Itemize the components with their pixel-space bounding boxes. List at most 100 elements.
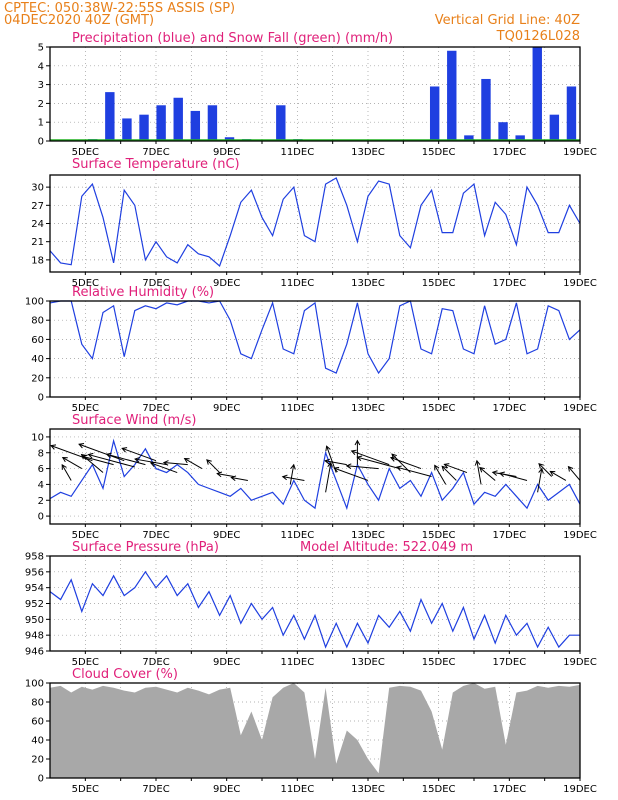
y-tick-label: 24 (31, 219, 44, 230)
wind-arrowhead (327, 461, 333, 468)
wind-arrowhead (441, 465, 448, 472)
wind-vector (206, 459, 220, 473)
x-tick-label: 7DEC (142, 147, 169, 158)
panel-0: Precipitation (blue) and Snow Fall (gree… (38, 31, 597, 158)
wind-vector (537, 468, 543, 493)
y-tick-label: 80 (31, 316, 44, 327)
wind-vector (479, 467, 496, 481)
precip-bar (156, 105, 166, 141)
wind-arrowhead (81, 454, 88, 461)
panel-frame (49, 300, 581, 398)
wind-arrowhead (389, 456, 396, 462)
y-tick-label: 100 (25, 297, 44, 308)
x-tick-label: 5DEC (72, 403, 99, 414)
x-tick-label: 5DEC (72, 657, 99, 668)
wind-arrowhead (206, 459, 212, 465)
precip-bar (532, 47, 542, 141)
wind-vector (150, 462, 178, 474)
wind-vector (334, 467, 369, 481)
y-tick-label: 2 (38, 496, 44, 507)
x-tick-label: 19DEC (563, 403, 597, 414)
x-tick-label: 7DEC (142, 657, 169, 668)
y-tick-label: 5 (38, 43, 44, 54)
panel-frame (49, 682, 581, 779)
panel-5: Cloud Cover (%) 0 20 40 60 80 100 5DEC 7DEC 9DEC 1… (25, 667, 597, 795)
x-tick-label: 17DEC (492, 147, 526, 158)
x-tick-label: 19DEC (563, 278, 597, 289)
y-tick-label: 60 (31, 717, 44, 728)
x-tick-label: 9DEC (213, 278, 240, 289)
wind-vector (550, 471, 567, 481)
wind-arrowhead (538, 467, 544, 474)
panel-2: Relative Humidity (%) 0 20 40 60 80 100 5DEC 7DE… (25, 285, 597, 414)
y-tick-label: 4 (38, 61, 44, 72)
wind-arrowhead (121, 447, 128, 453)
x-tick-label: 15DEC (422, 530, 456, 541)
x-tick-label: 13DEC (351, 530, 385, 541)
wind-vector (396, 466, 432, 477)
y-tick-label: 954 (25, 583, 44, 594)
x-tick-label: 7DEC (142, 278, 169, 289)
panel-4: Surface Pressure (hPa) Model Altitude: 52… (25, 540, 597, 668)
x-tick-label: 13DEC (351, 278, 385, 289)
y-tick-label: 20 (31, 373, 44, 384)
wind-vector (122, 447, 157, 462)
wind-vector (289, 464, 295, 485)
wind-vector (434, 465, 447, 485)
x-tick-label: 7DEC (142, 403, 169, 414)
wind-arrowhead (333, 466, 340, 473)
x-tick-label: 9DEC (213, 403, 240, 414)
wind-vector (217, 473, 234, 477)
wind-vector (61, 464, 72, 481)
precip-bar (173, 97, 183, 141)
panel-title: Relative Humidity (%) (72, 285, 214, 300)
y-tick-label: 60 (31, 335, 44, 346)
wind-arrowhead (567, 465, 574, 472)
x-tick-label: 19DEC (563, 657, 597, 668)
precip-bar (224, 137, 235, 141)
y-tick-label: 0 (38, 137, 44, 148)
precip-bar (276, 105, 286, 141)
precip-bar (481, 78, 491, 141)
series-line (49, 300, 581, 375)
wind-arrowhead (216, 471, 223, 478)
panel-frame (49, 174, 581, 273)
y-tick-label: 40 (31, 736, 44, 747)
precip-bar (447, 50, 457, 142)
panel-title: Precipitation (blue) and Snow Fall (gree… (72, 31, 393, 46)
wind-vector (81, 454, 104, 473)
y-tick-label: 6 (38, 464, 44, 475)
wind-arrowhead (230, 475, 237, 482)
wind-vector (325, 460, 347, 466)
wind-arrowhead (281, 474, 288, 481)
x-tick-label: 13DEC (351, 657, 385, 668)
y-tick-label: 0 (38, 774, 44, 785)
y-tick-label: 3 (38, 80, 44, 91)
y-tick-label: 80 (31, 698, 44, 709)
wind-arrowhead (78, 443, 85, 449)
x-tick-label: 17DEC (492, 403, 526, 414)
x-tick-label: 13DEC (351, 784, 385, 795)
precip-bar (207, 105, 218, 141)
wind-arrowhead (354, 439, 361, 446)
wind-vector (325, 462, 332, 493)
y-tick-label: 952 (25, 599, 44, 610)
wind-arrowhead (324, 458, 331, 465)
panel-title: Cloud Cover (%) (72, 667, 178, 682)
wind-arrowhead (290, 463, 296, 470)
y-tick-label: 20 (31, 755, 44, 766)
wind-vector (78, 443, 125, 462)
precip-bar (464, 135, 474, 141)
wind-arrowhead (356, 455, 363, 462)
wind-vector (444, 463, 468, 474)
x-tick-label: 11DEC (280, 530, 314, 541)
series-line (49, 177, 581, 267)
x-tick-label: 5DEC (72, 278, 99, 289)
wind-vector (476, 460, 482, 485)
panel-title: Surface Pressure (hPa) (72, 540, 219, 555)
cloud-cover-area (50, 683, 580, 778)
y-tick-label: 0 (38, 393, 44, 404)
y-tick-label: 956 (25, 567, 44, 578)
wind-arrowhead (149, 461, 156, 468)
